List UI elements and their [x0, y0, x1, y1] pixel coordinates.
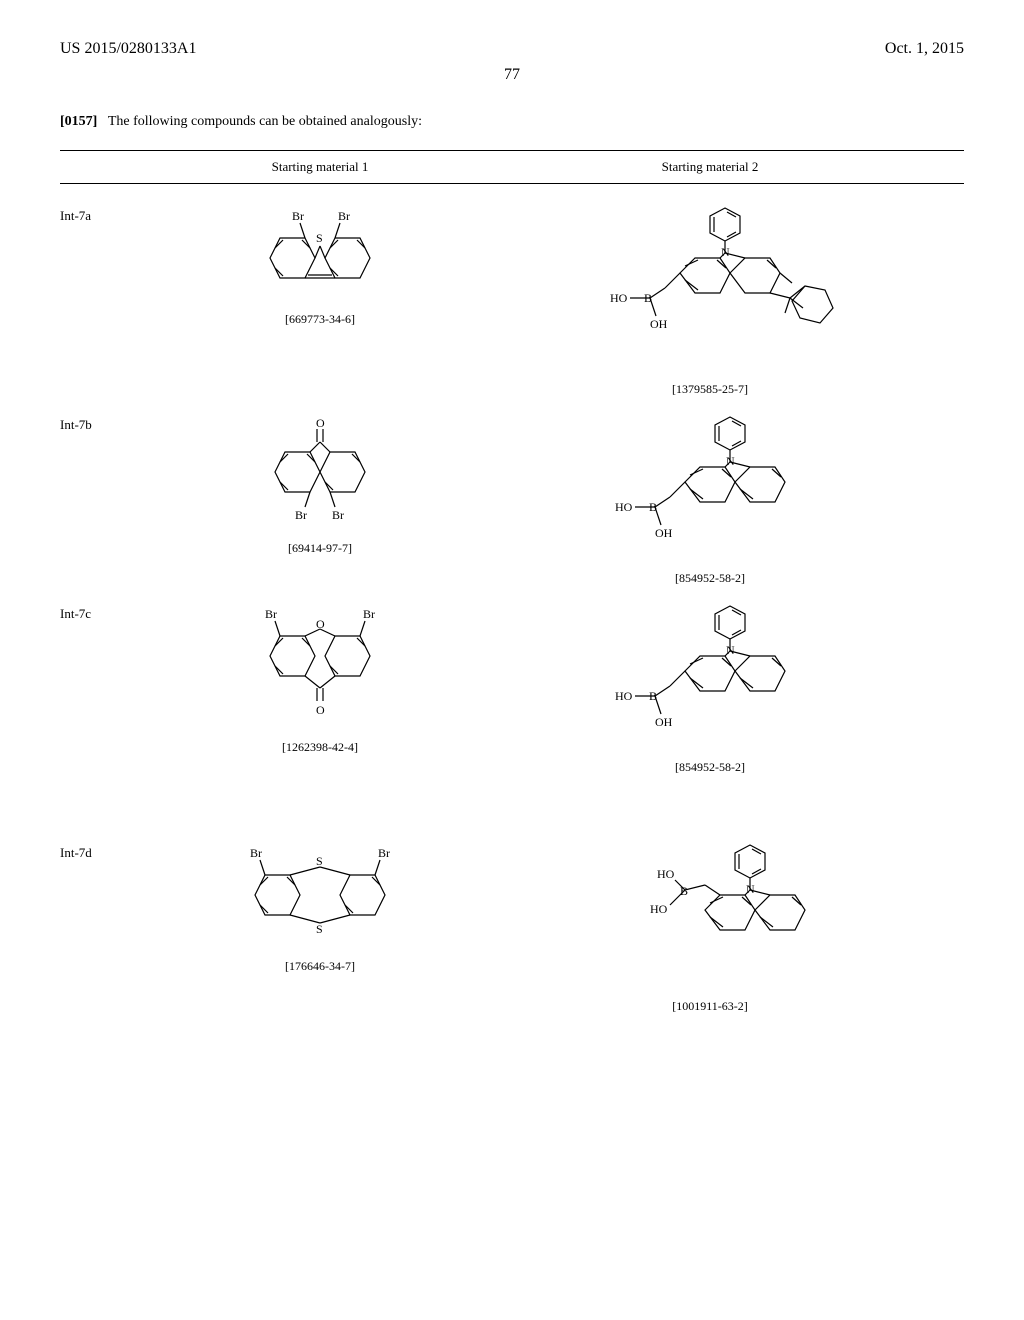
- paragraph-text: The following compounds can be obtained …: [108, 114, 422, 129]
- paragraph-number: [0157]: [60, 114, 97, 129]
- atom-o1: O: [316, 617, 325, 631]
- atom-ho: HO: [610, 291, 628, 305]
- column-starting-material-1: Starting material 1: [140, 159, 500, 175]
- cas-7d-sm2: [1001911-63-2]: [672, 999, 748, 1014]
- atom-br1: Br: [292, 209, 304, 223]
- table-rule-mid: [60, 183, 964, 184]
- publication-number: US 2015/0280133A1: [60, 40, 196, 58]
- atom-br2: Br: [378, 846, 390, 860]
- atom-o2: O: [316, 703, 325, 717]
- table-row-int-7b: Int-7b: [60, 407, 964, 586]
- atom-ho2: HO: [650, 902, 668, 916]
- cas-7a-sm2: [1379585-25-7]: [672, 382, 748, 397]
- row-label: Int-7a: [60, 198, 140, 224]
- atom-ho1: HO: [657, 867, 675, 881]
- structure-7d-sm2: N HO HO B: [585, 835, 835, 995]
- atom-b: B: [649, 500, 657, 514]
- cas-7c-sm2: [854952-58-2]: [675, 760, 745, 775]
- atom-n: N: [721, 245, 730, 259]
- table-row-int-7a: Int-7a: [60, 198, 964, 397]
- structure-7b-sm2: N HO B OH: [585, 407, 835, 567]
- column-starting-material-2: Starting material 2: [500, 159, 920, 175]
- structure-7a-sm1: Br Br S: [220, 198, 420, 308]
- atom-oh: OH: [650, 317, 668, 331]
- cas-7b-sm1: [69414-97-7]: [288, 541, 352, 556]
- atom-s: S: [316, 231, 323, 245]
- structure-7c-sm2: N HO B OH: [585, 596, 835, 756]
- atom-n: N: [726, 643, 735, 657]
- atom-b: B: [644, 291, 652, 305]
- atom-br1: Br: [295, 508, 307, 522]
- page-header: US 2015/0280133A1 Oct. 1, 2015: [60, 40, 964, 58]
- cas-7a-sm1: [669773-34-6]: [285, 312, 355, 327]
- atom-br1: Br: [250, 846, 262, 860]
- atom-br2: Br: [332, 508, 344, 522]
- atom-oh: OH: [655, 526, 673, 540]
- table-row-int-7d: Int-7d: [60, 835, 964, 1014]
- structure-7b-sm1: O Br Br: [220, 407, 420, 537]
- structure-7c-sm1: Br Br O O: [220, 596, 420, 736]
- compound-table: Int-7a: [60, 188, 964, 1014]
- atom-ho: HO: [615, 500, 633, 514]
- table-row-int-7c: Int-7c: [60, 596, 964, 775]
- cas-7d-sm1: [176646-34-7]: [285, 959, 355, 974]
- paragraph-0157: [0157] The following compounds can be ob…: [60, 114, 494, 130]
- atom-br1: Br: [265, 607, 277, 621]
- cas-7b-sm2: [854952-58-2]: [675, 571, 745, 586]
- row-label: Int-7c: [60, 596, 140, 622]
- table-header: Starting material 1 Starting material 2: [60, 155, 964, 179]
- atom-br2: Br: [338, 209, 350, 223]
- atom-s2: S: [316, 922, 323, 936]
- table-rule-top: [60, 150, 964, 151]
- structure-7d-sm1: Br Br S S: [210, 835, 430, 955]
- row-label: Int-7b: [60, 407, 140, 433]
- atom-s1: S: [316, 854, 323, 868]
- page-number: 77: [60, 66, 964, 84]
- atom-oh: OH: [655, 715, 673, 729]
- atom-ho: HO: [615, 689, 633, 703]
- atom-br2: Br: [363, 607, 375, 621]
- atom-b: B: [649, 689, 657, 703]
- cas-7c-sm1: [1262398-42-4]: [282, 740, 358, 755]
- atom-n: N: [746, 882, 755, 896]
- atom-n: N: [726, 454, 735, 468]
- atom-b: B: [680, 884, 688, 898]
- publication-date: Oct. 1, 2015: [885, 40, 964, 58]
- atom-o: O: [316, 416, 325, 430]
- structure-7a-sm2: N HO B OH: [570, 198, 850, 378]
- row-label: Int-7d: [60, 835, 140, 861]
